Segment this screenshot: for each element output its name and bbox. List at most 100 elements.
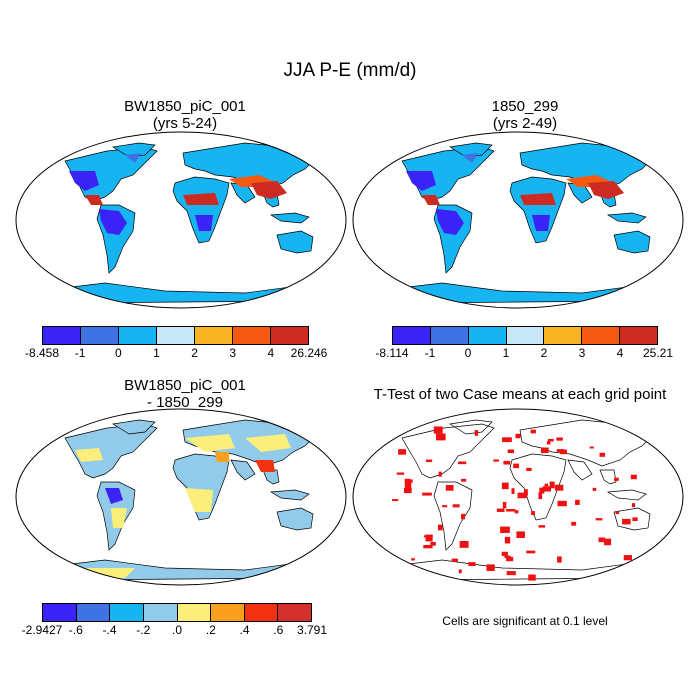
significant-cell bbox=[526, 550, 536, 554]
significant-cell bbox=[615, 511, 620, 515]
significant-cell bbox=[538, 492, 543, 500]
colorbar-tick-label: 3 bbox=[578, 346, 586, 360]
colorbar-tick-label: 1 bbox=[502, 346, 510, 360]
significant-cell bbox=[556, 437, 563, 441]
colorbar-swatch bbox=[233, 327, 271, 344]
significant-cell bbox=[501, 482, 509, 490]
diff-region bbox=[245, 434, 291, 452]
significant-cell bbox=[426, 459, 433, 463]
colorbar-labels-case2: -8.114 -1 0 1 2 3 4 25.21 bbox=[375, 346, 673, 360]
colorbar-swatch bbox=[76, 604, 111, 621]
colorbar-tick-label: -.2 bbox=[136, 623, 151, 637]
precip-region bbox=[251, 181, 287, 199]
significant-cell bbox=[542, 486, 552, 492]
significant-cell bbox=[571, 521, 577, 526]
continent-outline bbox=[567, 459, 593, 481]
significant-cell bbox=[557, 556, 562, 563]
significant-cell bbox=[501, 551, 508, 556]
significant-cell bbox=[468, 562, 476, 567]
colorbar-tick-label: 3.791 bbox=[296, 623, 328, 637]
figure-title: JJA P-E (mm/d) bbox=[283, 60, 417, 81]
colorbar-tick-label: .2 bbox=[205, 623, 216, 637]
significant-cell bbox=[502, 501, 507, 509]
precip-region bbox=[520, 193, 556, 205]
colorbar-case1 bbox=[42, 326, 309, 345]
colorbar-swatch bbox=[81, 327, 119, 344]
continent-outline bbox=[509, 453, 567, 521]
significant-cell bbox=[493, 459, 499, 462]
significant-cell bbox=[548, 438, 554, 442]
continent-outline bbox=[433, 481, 473, 551]
colorbar-tick-label: -2.9427 bbox=[21, 623, 63, 637]
significant-cell bbox=[502, 437, 512, 443]
colorbar-swatch bbox=[620, 327, 658, 344]
significant-cell bbox=[458, 569, 462, 574]
colorbar-swatch bbox=[544, 327, 583, 344]
significant-cell bbox=[555, 484, 564, 491]
colorbar-tick-label: 26.246 bbox=[290, 346, 328, 360]
significant-cell bbox=[506, 509, 516, 512]
map-border bbox=[352, 408, 684, 586]
colorbar-tick-label: 0 bbox=[464, 346, 472, 360]
significant-cell bbox=[623, 555, 632, 561]
significant-cell bbox=[549, 481, 555, 489]
significant-cell bbox=[486, 564, 495, 571]
significant-cell bbox=[604, 538, 612, 546]
significant-cell bbox=[589, 446, 594, 449]
continent-outline bbox=[606, 212, 647, 224]
panel-title-ttest: T-Test of two Case means at each grid po… bbox=[373, 386, 667, 403]
significant-cell bbox=[630, 474, 637, 480]
colorbar-tick-label: 25.21 bbox=[642, 346, 674, 360]
map-case2 bbox=[352, 131, 684, 309]
colorbar-difference bbox=[42, 603, 312, 622]
colorbar-tick-label: .4 bbox=[239, 623, 250, 637]
precip-region bbox=[183, 193, 219, 205]
continent-outline bbox=[449, 419, 493, 435]
diff-region bbox=[105, 488, 123, 504]
map-difference bbox=[15, 408, 347, 586]
colorbar-tick-label: -1 bbox=[424, 346, 436, 360]
precip-region bbox=[462, 153, 478, 163]
continent-outline bbox=[606, 489, 647, 501]
continent-outline bbox=[269, 489, 310, 501]
precip-region bbox=[436, 209, 464, 235]
colorbar-tick-label: 2 bbox=[540, 346, 548, 360]
significant-cell bbox=[496, 508, 505, 512]
colorbar-tick-label: 3 bbox=[229, 346, 237, 360]
colorbar-swatch bbox=[468, 327, 507, 344]
significant-cell bbox=[436, 433, 446, 441]
continent-outline bbox=[599, 469, 617, 485]
continent-outline bbox=[276, 507, 314, 531]
continent-outline bbox=[613, 230, 651, 254]
colorbar-tick-label: -.4 bbox=[102, 623, 117, 637]
continent-outline bbox=[401, 423, 495, 479]
continent-outline bbox=[230, 459, 256, 481]
significant-cell bbox=[411, 558, 415, 561]
significant-cell bbox=[528, 574, 536, 581]
panel-title-difference: BW1850_piC_001- 1850_299 bbox=[124, 377, 246, 411]
map-border bbox=[352, 131, 684, 309]
precip-region bbox=[85, 195, 103, 205]
colorbar-swatch bbox=[278, 604, 311, 621]
significant-cell bbox=[503, 460, 511, 465]
significant-cell bbox=[632, 517, 638, 522]
significant-cell bbox=[516, 531, 525, 538]
significant-cell bbox=[526, 467, 532, 472]
map-ttest bbox=[352, 408, 684, 586]
colorbar-swatch bbox=[271, 327, 308, 344]
significant-cell bbox=[524, 489, 528, 496]
colorbar-swatch bbox=[157, 327, 195, 344]
map-border bbox=[15, 131, 347, 309]
colorbar-case2 bbox=[392, 326, 658, 345]
significant-cell bbox=[592, 487, 597, 491]
colorbar-swatch bbox=[211, 604, 245, 621]
significant-cell bbox=[614, 477, 619, 481]
significant-cell bbox=[423, 544, 433, 549]
colorbar-tick-label: -8.114 bbox=[375, 346, 409, 360]
colorbar-swatch bbox=[430, 327, 469, 344]
panel-title-case2: 1850_299 (yrs 2-49) bbox=[491, 98, 559, 132]
map-case1 bbox=[15, 131, 347, 309]
significant-cell bbox=[514, 510, 519, 514]
significant-cell bbox=[425, 534, 433, 542]
precip-region bbox=[125, 153, 141, 163]
